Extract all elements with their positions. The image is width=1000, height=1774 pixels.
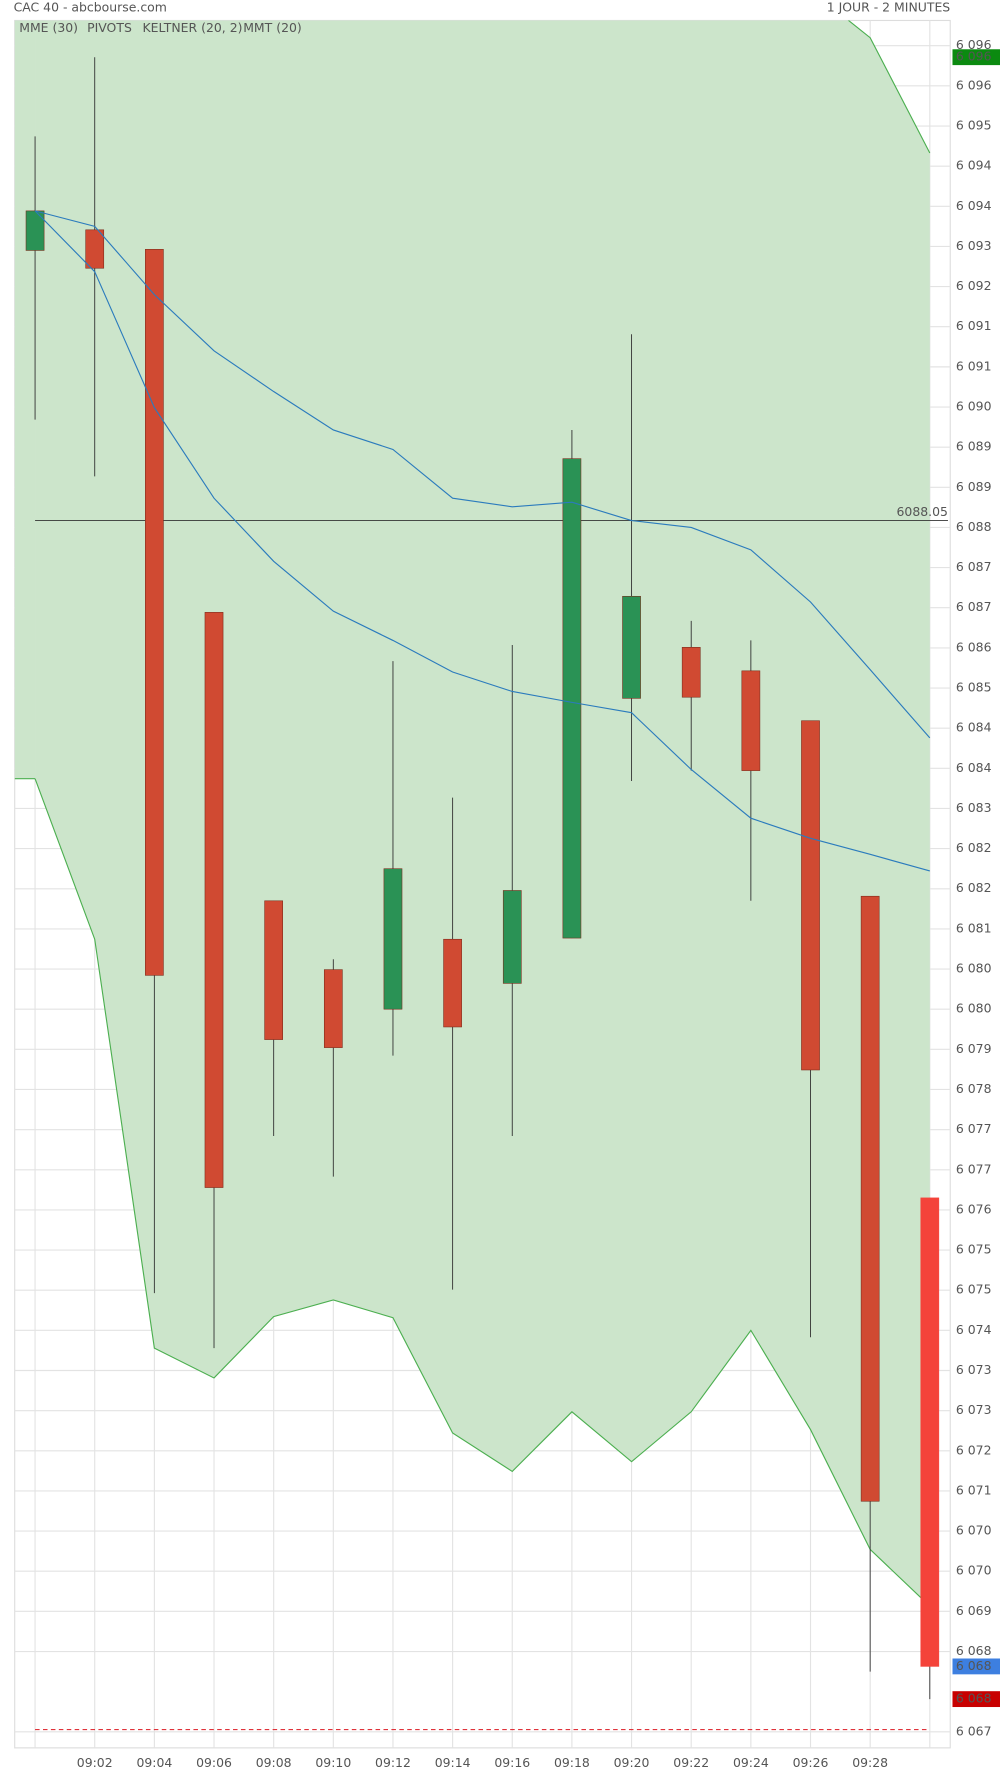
y-tick-label: 6 072: [956, 1442, 992, 1457]
candle-body: [145, 249, 164, 976]
x-tick-label: 09:16: [494, 1755, 530, 1770]
y-tick-label: 6 096: [956, 37, 992, 52]
y-tick-label: 6 077: [956, 1121, 992, 1136]
x-tick-label: 09:28: [852, 1755, 888, 1770]
price-badge: [952, 1691, 1000, 1708]
price-badge-label: 6 068: [956, 1658, 992, 1673]
ma-line: [34, 210, 930, 872]
x-tick-label: 09:04: [136, 1755, 172, 1770]
keltner-band: [14, 20, 931, 1607]
y-tick-label: 6 089: [956, 479, 992, 494]
candle-body: [85, 229, 105, 269]
legend-entry: KELTNER (20, 2): [143, 20, 243, 35]
y-tick-label: 6 076: [956, 1201, 992, 1216]
y-tick-label: 6 088: [956, 519, 992, 534]
chart-title: CAC 40 - abcbourse.com: [14, 0, 167, 15]
x-tick-label: 09:10: [315, 1755, 351, 1770]
y-tick-label: 6 080: [956, 1001, 992, 1016]
y-tick-label: 6 082: [956, 880, 992, 895]
y-tick-label: 6 075: [956, 1242, 992, 1257]
candle-body: [860, 895, 880, 1502]
y-tick-label: 6 086: [956, 639, 992, 654]
y-tick-label: 6 094: [956, 198, 992, 213]
y-tick-label: 6 079: [956, 1041, 992, 1056]
candle-body: [801, 720, 820, 1071]
candle-body: [920, 1197, 940, 1667]
x-tick-label: 09:24: [733, 1755, 769, 1770]
pivot-label: 6088.05: [897, 504, 948, 519]
y-tick-label: 6 068: [956, 1643, 992, 1658]
y-tick-label: 6 080: [956, 961, 992, 976]
legend-entry: MMT (20): [243, 20, 302, 35]
x-tick-label: 09:20: [614, 1755, 650, 1770]
legend-entry: PIVOTS: [87, 20, 132, 35]
y-tick-label: 6 073: [956, 1362, 992, 1377]
x-tick-label: 09:12: [375, 1755, 411, 1770]
x-tick-label: 09:02: [77, 1755, 113, 1770]
x-tick-label: 09:22: [673, 1755, 709, 1770]
y-tick-label: 6 084: [956, 760, 992, 775]
y-tick-label: 6 085: [956, 680, 992, 695]
candle-body: [681, 647, 701, 698]
y-tick-label: 6 067: [956, 1723, 992, 1738]
candle-body: [622, 595, 641, 699]
y-tick-label: 6 087: [956, 559, 992, 574]
chart-subtitle: 1 JOUR - 2 MINUTES: [827, 0, 951, 15]
y-tick-label: 6 071: [956, 1482, 992, 1497]
ma-line: [34, 210, 931, 739]
keltner-fill: [35, 20, 930, 1607]
y-tick-label: 6 078: [956, 1081, 992, 1096]
candle-body: [383, 868, 403, 1010]
candle-body: [443, 938, 462, 1028]
y-tick-label: 6 069: [956, 1603, 992, 1618]
y-tick-label: 6 095: [956, 118, 992, 133]
price-badge-label: 6 068: [956, 1691, 992, 1706]
candle-body: [264, 900, 283, 1040]
candle-body: [741, 670, 761, 771]
marks: [25, 57, 948, 1731]
y-tick-label: 6 096: [956, 77, 992, 92]
y-tick-label: 6 070: [956, 1563, 992, 1578]
y-tick-label: 6 094: [956, 158, 992, 173]
y-tick-label: 6 091: [956, 358, 992, 373]
y-tick-label: 6 077: [956, 1161, 992, 1176]
x-tick-label: 09:06: [196, 1755, 232, 1770]
y-tick-label: 6 090: [956, 399, 992, 414]
keltner-lower: [34, 778, 931, 1607]
x-tick-label: 09:18: [554, 1755, 590, 1770]
y-tick-label: 6 092: [956, 278, 992, 293]
y-tick-label: 6 074: [956, 1322, 992, 1337]
price-badge: [952, 1658, 1000, 1675]
y-tick-label: 6 093: [956, 238, 992, 253]
y-tick-label: 6 075: [956, 1282, 992, 1297]
x-tick-label: 09:14: [435, 1755, 471, 1770]
y-tick-label: 6 091: [956, 318, 992, 333]
y-tick-label: 6 082: [956, 840, 992, 855]
y-tick-label: 6 089: [956, 439, 992, 454]
candle-body: [204, 612, 224, 1188]
candle-body: [323, 969, 343, 1048]
y-tick-label: 6 070: [956, 1523, 992, 1538]
y-tick-label: 6 087: [956, 599, 992, 614]
y-tick-label: 6 081: [956, 920, 992, 935]
legend-entry: MME (30): [19, 20, 78, 35]
band-extension: [14, 20, 36, 779]
y-tick-label: 6 084: [956, 720, 992, 735]
price-badge-label: 6 096: [956, 49, 992, 64]
x-tick-label: 09:08: [256, 1755, 292, 1770]
x-tick-label: 09:26: [793, 1755, 829, 1770]
y-tick-label: 6 083: [956, 800, 992, 815]
candle-body: [562, 458, 582, 939]
price-badge: [952, 49, 1000, 66]
y-tick-label: 6 073: [956, 1402, 992, 1417]
candle-body: [502, 890, 522, 984]
